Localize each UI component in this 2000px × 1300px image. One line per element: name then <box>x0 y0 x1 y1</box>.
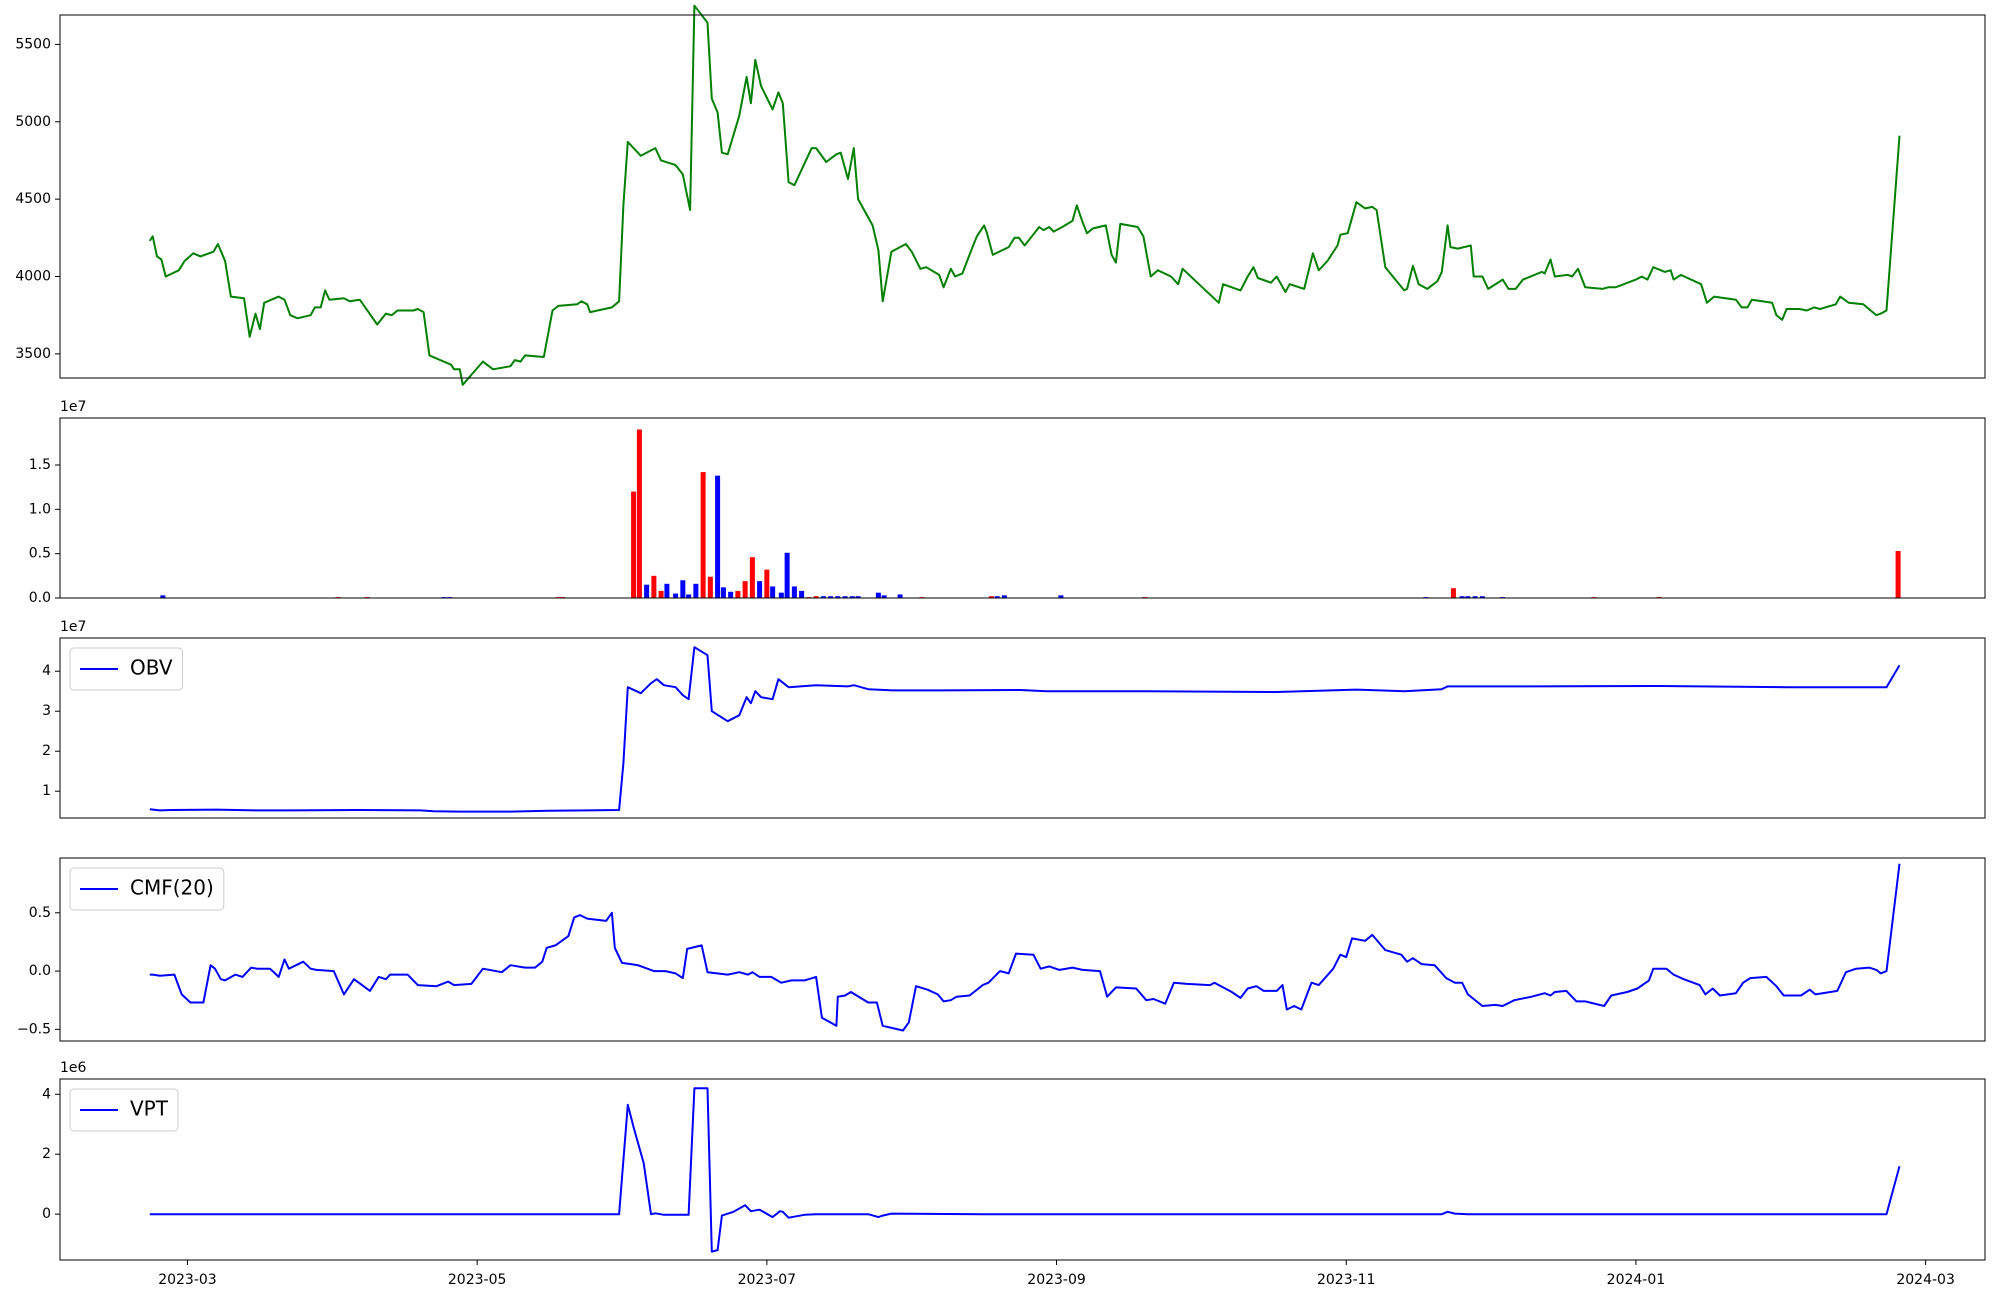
bar <box>1895 551 1901 598</box>
bar <box>673 593 679 598</box>
bar <box>875 592 881 598</box>
panel: −0.5 0.0 0.5 CMF(20) <box>17 857 1986 1042</box>
legend: OBV <box>69 647 184 691</box>
x-tick-label: 2023-03 <box>158 1272 217 1288</box>
bar <box>1058 595 1064 598</box>
bar <box>813 596 819 598</box>
bar <box>735 590 741 598</box>
y-tick-label: 4500 <box>15 191 51 207</box>
panel: 1 2 3 4 1e7 OBV <box>42 619 1986 819</box>
bar <box>855 596 861 598</box>
bar <box>742 581 748 598</box>
bar <box>1465 596 1471 598</box>
data-line <box>149 646 1901 813</box>
bar <box>791 586 797 598</box>
y-tick-label: 0.0 <box>29 963 51 979</box>
legend-box <box>69 647 184 691</box>
bar <box>644 584 650 598</box>
bar <box>994 596 1000 598</box>
bar <box>658 590 664 598</box>
y-tick-label: −0.5 <box>17 1021 51 1037</box>
data-line <box>149 863 1901 1032</box>
legend: CMF(20) <box>69 867 225 911</box>
panel: 3500 4000 4500 5000 5500 <box>15 4 1986 386</box>
bar <box>757 581 763 598</box>
y-tick-label: 0.5 <box>29 905 51 921</box>
bar <box>842 596 848 598</box>
bar <box>770 586 776 598</box>
y-tick-label: 2 <box>42 743 51 759</box>
y-tick-label: 3 <box>42 703 51 719</box>
data-line <box>148 4 1901 386</box>
legend-label: OBV <box>130 656 173 680</box>
legend: VPT <box>69 1088 179 1132</box>
y-tick-label: 3500 <box>15 346 51 362</box>
x-tick-label: 2023-05 <box>448 1272 507 1288</box>
bar <box>680 580 686 598</box>
bar <box>693 583 699 598</box>
bar <box>631 491 637 598</box>
bar <box>749 557 755 598</box>
bar <box>784 552 790 598</box>
bar <box>849 596 855 598</box>
bar <box>1459 596 1465 598</box>
offset-label: 1e7 <box>60 399 86 415</box>
y-tick-label: 0.0 <box>29 590 51 606</box>
bar <box>715 475 721 598</box>
bar <box>764 569 770 598</box>
bar <box>664 583 670 598</box>
axes-frame <box>59 14 1986 379</box>
y-tick-label: 4 <box>42 1086 51 1102</box>
y-tick-label: 4000 <box>15 268 51 284</box>
offset-label: 1e6 <box>60 1060 87 1076</box>
bar <box>835 596 841 598</box>
axes-frame <box>59 1078 1986 1261</box>
legend-label: CMF(20) <box>130 876 214 900</box>
panel: 0.0 0.5 1.0 1.5 1e7 <box>29 399 1986 606</box>
y-tick-label: 1.5 <box>29 457 51 473</box>
axes-frame <box>59 417 1986 599</box>
x-tick-label: 2024-03 <box>1896 1272 1955 1288</box>
bar <box>720 587 726 598</box>
y-tick-label: 0 <box>42 1206 51 1222</box>
y-tick-label: 0.5 <box>29 546 51 562</box>
bar <box>636 429 642 598</box>
x-tick-label: 2023-11 <box>1317 1272 1376 1288</box>
bar <box>799 590 805 598</box>
bar <box>1472 596 1478 598</box>
bar <box>1450 588 1456 598</box>
legend-label: VPT <box>130 1097 169 1121</box>
legend-box <box>69 867 225 911</box>
bar <box>881 595 887 598</box>
bar <box>828 596 834 598</box>
bar <box>707 576 713 598</box>
y-tick-label: 4 <box>42 663 51 679</box>
axes-frame <box>59 857 1986 1042</box>
bar <box>651 575 657 598</box>
bar <box>728 591 734 598</box>
bar <box>820 596 826 598</box>
bar <box>1479 596 1485 598</box>
bar <box>700 472 706 598</box>
x-tick-label: 2023-07 <box>738 1272 797 1288</box>
panel: 0 2 4 2023-03 2023-05 2023-07 2023-09 2023-11 20… <box>42 1060 1986 1288</box>
bar <box>1001 595 1007 598</box>
y-tick-label: 2 <box>42 1146 51 1162</box>
x-tick-label: 2024-01 <box>1607 1272 1666 1288</box>
bar <box>160 595 166 598</box>
y-tick-label: 1 <box>42 783 51 799</box>
data-line <box>149 1087 1901 1253</box>
x-tick-label: 2023-09 <box>1027 1272 1086 1288</box>
offset-label: 1e7 <box>60 619 86 635</box>
bar <box>897 594 903 598</box>
bar <box>988 596 994 598</box>
y-tick-label: 5500 <box>15 36 51 52</box>
bar <box>686 594 692 598</box>
legend-box <box>69 1088 179 1132</box>
y-tick-label: 1.0 <box>29 501 51 517</box>
axes-frame <box>59 637 1986 819</box>
bar <box>778 592 784 598</box>
y-tick-label: 5000 <box>15 114 51 130</box>
